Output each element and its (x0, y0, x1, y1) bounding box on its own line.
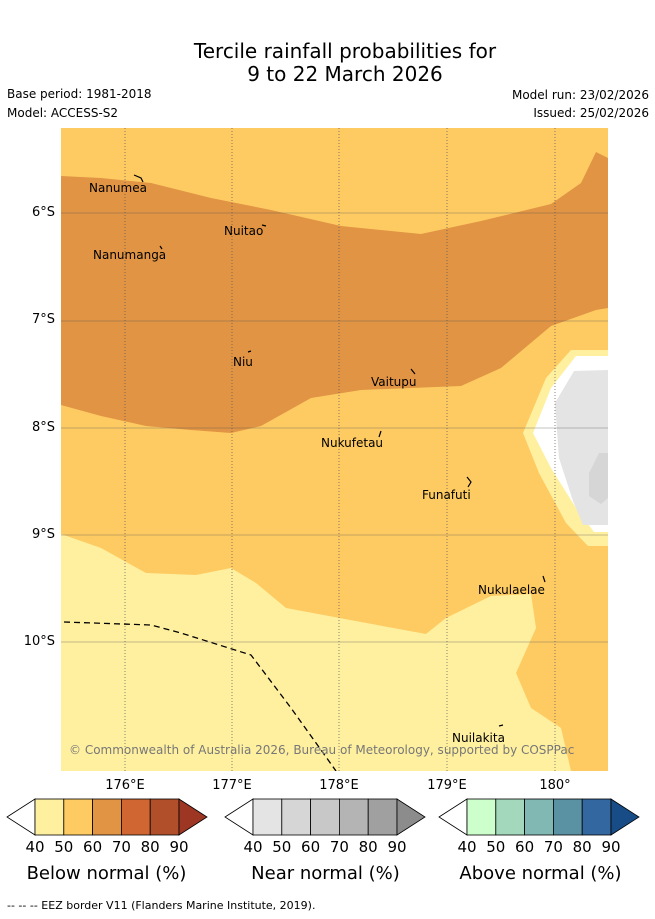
colorbar-near-tick: 40 (243, 838, 263, 856)
colorbar-below-bin-4 (121, 798, 151, 836)
lat-label-6s: 6°S (31, 205, 55, 220)
colorbar-near-tick: 60 (301, 838, 321, 856)
label-nuilakita: Nuilakita (452, 731, 505, 745)
colorbar-near-tick: 80 (358, 838, 378, 856)
label-niu: Niu (233, 355, 253, 369)
colorbar-near-bin-4 (338, 798, 369, 836)
colorbar-above-tick: 70 (543, 838, 563, 856)
lon-label-176e: 176°E (105, 778, 145, 793)
colorbar-below-tick: 60 (83, 838, 103, 856)
colorbar-above-tick: 50 (486, 838, 506, 856)
lat-label-8s: 8°S (31, 420, 55, 435)
colorbar-above-bin-5 (581, 798, 612, 836)
colorbar-above-high-extend (610, 798, 640, 836)
colorbar-above-bin-1 (466, 798, 497, 836)
colorbar-below-tick: 90 (169, 838, 189, 856)
colorbar-below-tick: 70 (111, 838, 131, 856)
lat-label-7s: 7°S (31, 312, 55, 327)
rainfall-map: Nanumea Nuitao Nanumanga Niu Vaitupu Nuk… (61, 128, 608, 771)
colorbar-above-tick: 90 (601, 838, 621, 856)
label-nanumanga: Nanumanga (93, 248, 166, 262)
colorbar-below-bin-5 (149, 798, 180, 836)
island-nanumea (133, 174, 144, 183)
colorbar-above-tick: 80 (572, 838, 592, 856)
colorbars (6, 798, 640, 836)
colorbar-title-above: Above normal (%) (459, 863, 622, 884)
island-nukufetau (378, 430, 382, 438)
model-run: Model run: 23/02/2026 (511, 88, 649, 102)
issued-date: Issued: 25/02/2026 (533, 106, 649, 120)
map-title: Tercile rainfall probabilities for 9 to … (0, 40, 655, 86)
island-nanumanga (159, 245, 163, 250)
colorbar-near-high-extend (396, 798, 426, 836)
label-nanumea: Nanumea (89, 181, 147, 195)
colorbar-near-bin-1 (252, 798, 283, 836)
colorbar-below-bin-3 (92, 798, 122, 836)
colorbar-above-tick: 60 (515, 838, 535, 856)
colorbar-above-bin-3 (524, 798, 554, 836)
region-near-60-70 (589, 453, 608, 504)
colorbar-near-bin-3 (310, 798, 340, 836)
colorbar-title-near: Near normal (%) (251, 863, 400, 884)
colorbar-near-low-extend (224, 798, 254, 836)
label-nukufetau: Nukufetau (321, 436, 383, 450)
colorbar-near-tick: 70 (329, 838, 349, 856)
colorbar-below-tick: 40 (25, 838, 45, 856)
colorbar-below-bin-2 (63, 798, 93, 836)
islands (133, 174, 546, 727)
island-funafuti (466, 476, 472, 488)
colorbar-above-low-extend (438, 798, 468, 836)
copyright-notice: © Commonwealth of Australia 2026, Bureau… (69, 743, 574, 757)
title-line-1: Tercile rainfall probabilities for (193, 39, 497, 63)
lat-grid (61, 212, 608, 643)
island-niu (247, 350, 252, 353)
base-period: Base period: 1981-2018 (7, 87, 152, 101)
island-nukulaelae (542, 575, 546, 583)
map-grid (124, 128, 556, 771)
colorbar-below-tick: 50 (54, 838, 74, 856)
colorbar-near-bin-2 (281, 798, 311, 836)
eez-border (63, 621, 337, 771)
island-nuilakita (498, 724, 504, 727)
colorbar-above-tick: 40 (457, 838, 477, 856)
colorbar-below-high-extend (178, 798, 208, 836)
colorbar-near-tick: 50 (272, 838, 292, 856)
lon-label-179e: 179°E (427, 778, 467, 793)
colorbar-near-tick: 90 (387, 838, 407, 856)
label-nuitao: Nuitao (224, 224, 263, 238)
label-funafuti: Funafuti (422, 488, 471, 502)
lat-label-9s: 9°S (31, 527, 55, 542)
colorbar-above-bin-2 (495, 798, 525, 836)
lon-label-180: 180° (539, 778, 571, 793)
colorbar-above-bin-4 (553, 798, 583, 836)
region-below-60-70 (61, 152, 608, 433)
title-line-2: 9 to 22 March 2026 (247, 62, 443, 86)
colorbar-below-tick: 80 (140, 838, 160, 856)
label-vaitupu: Vaitupu (371, 375, 417, 389)
region-below-40-50 (61, 534, 571, 771)
lon-label-177e: 177°E (212, 778, 252, 793)
colorbar-below-low-extend (6, 798, 36, 836)
colorbar-below-bin-1 (34, 798, 65, 836)
colorbar-near-bin-5 (367, 798, 398, 836)
island-vaitupu (410, 368, 416, 375)
lon-label-178e: 178°E (319, 778, 359, 793)
label-nukulaelae: Nukulaelae (478, 583, 545, 597)
colorbar-title-below: Below normal (%) (26, 863, 187, 884)
model-name: Model: ACCESS-S2 (7, 106, 119, 120)
island-nuitao (261, 224, 267, 227)
legend-footer: -- -- -- EEZ border V11 (Flanders Marine… (7, 899, 316, 912)
lat-label-10s: 10°S (23, 634, 55, 649)
